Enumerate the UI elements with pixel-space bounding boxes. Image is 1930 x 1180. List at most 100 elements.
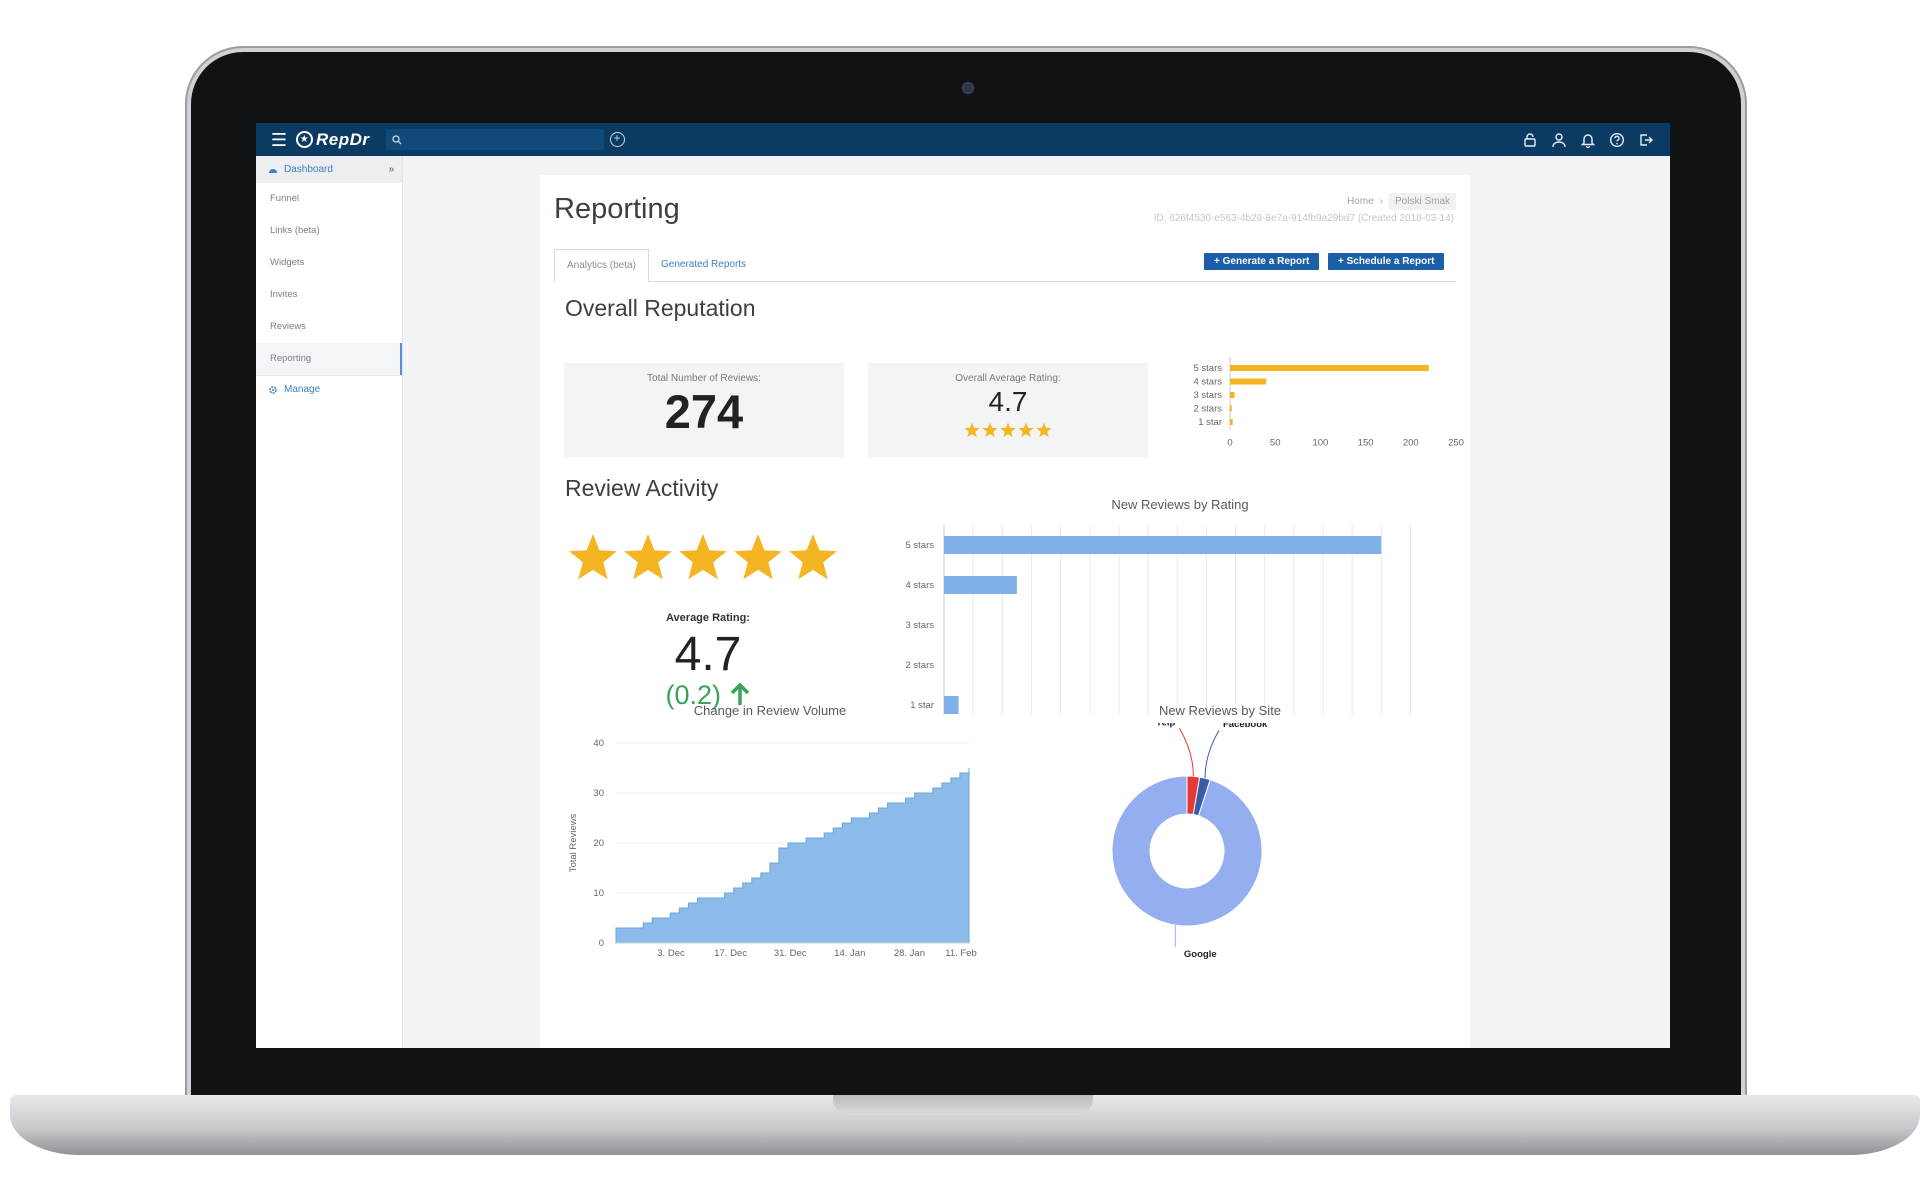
volume-y-tick: 20 <box>593 838 604 849</box>
tab-analytics[interactable]: Analytics (beta) <box>554 249 649 282</box>
sidebar-item-funnel[interactable]: Funnel <box>270 193 300 204</box>
rating-bar <box>944 696 959 714</box>
activity-average-label: Average Rating: <box>666 612 750 624</box>
distribution-category-label: 4 stars <box>1193 377 1222 388</box>
star-icon <box>964 422 980 438</box>
volume-y-tick: 30 <box>593 788 604 799</box>
reviews-by-site-chart: Google Yelp Facebook <box>1111 723 1268 960</box>
star-icon <box>982 422 998 438</box>
volume-y-tick: 40 <box>593 738 604 749</box>
screen: ☰ ★ RepDr + Dashboard » Funnel Links (be… <box>256 123 1670 1048</box>
top-navbar: ☰ ★ RepDr + <box>256 123 1670 156</box>
rating-category-label: 3 stars <box>905 620 934 631</box>
sidebar-item-reporting[interactable]: Reporting <box>256 343 402 375</box>
logo-star-icon: ★ <box>296 131 313 148</box>
distribution-x-tick: 150 <box>1358 438 1374 449</box>
rating-distribution-chart: 5 stars 4 stars 3 stars 2 stars 1 star 0 50 100… <box>1193 357 1464 449</box>
distribution-bar <box>1230 419 1233 425</box>
volume-x-tick: 3. Dec <box>657 948 685 959</box>
unlock-icon[interactable] <box>1522 132 1538 148</box>
sidebar-manage[interactable]: Manage <box>256 375 402 403</box>
arrow-up-icon <box>730 682 749 705</box>
tab-generated-reports[interactable]: Generated Reports <box>661 259 747 270</box>
chevron-double-down-icon[interactable]: » <box>388 164 394 175</box>
page-id: ID: 626f4530-e563-4b28-8e7a-914fb9a29bd7… <box>1153 213 1454 224</box>
camera-icon <box>962 82 974 94</box>
search-input[interactable] <box>407 133 588 146</box>
distribution-category-label: 1 star <box>1198 417 1222 428</box>
donut-slice <box>1192 776 1211 817</box>
laptop-notch <box>833 1095 1093 1115</box>
rating-category-label: 5 stars <box>905 540 934 551</box>
total-reviews-value: 274 <box>664 385 744 438</box>
sidebar-item-reviews[interactable]: Reviews <box>270 321 306 332</box>
rating-bar <box>944 576 1017 594</box>
average-rating-card: Overall Average Rating: 4.7 <box>868 363 1148 457</box>
sidebar-dashboard-label: Dashboard <box>284 164 333 175</box>
rating-category-label: 2 stars <box>905 660 934 671</box>
breadcrumb-current: Polski Smak <box>1388 193 1456 210</box>
new-reviews-by-rating-chart: 5 stars 4 stars 3 stars 2 stars 1 star <box>905 525 1411 715</box>
gear-icon <box>269 385 277 394</box>
page-title: Reporting <box>554 193 680 225</box>
sidebar: Dashboard » Funnel Links (beta) Widgets … <box>256 156 403 1048</box>
rating-category-label: 4 stars <box>905 580 934 591</box>
volume-y-tick: 0 <box>599 938 604 949</box>
star-icon <box>1018 422 1034 438</box>
activity-average-value: 4.7 <box>674 628 742 681</box>
distribution-bar <box>1230 405 1232 412</box>
add-circle-icon[interactable]: + <box>609 132 625 147</box>
user-icon[interactable] <box>1551 132 1567 148</box>
breadcrumb: Home › Polski Smak <box>1347 193 1456 210</box>
sidebar-item-widgets[interactable]: Widgets <box>270 257 305 268</box>
help-icon[interactable] <box>1609 132 1625 148</box>
review-volume-title: Change in Review Volume <box>693 703 847 718</box>
schedule-report-button[interactable]: + Schedule a Report <box>1328 253 1445 270</box>
donut-label: Yelp <box>1156 723 1176 728</box>
average-rating-label: Overall Average Rating: <box>955 373 1061 384</box>
chevron-right-icon: › <box>1379 196 1383 207</box>
volume-x-tick: 31. Dec <box>774 948 807 959</box>
sidebar-dashboard[interactable]: Dashboard » <box>256 156 402 183</box>
star-icon <box>1036 422 1052 438</box>
donut-slice <box>1111 775 1263 927</box>
distribution-x-tick: 50 <box>1270 438 1281 449</box>
sidebar-item-invites[interactable]: Invites <box>270 289 298 300</box>
generate-report-button[interactable]: + Generate a Report <box>1204 253 1320 270</box>
overall-reputation-title: Overall Reputation <box>565 295 756 321</box>
star-icon <box>569 534 617 580</box>
review-activity-title: Review Activity <box>565 475 719 501</box>
logout-icon[interactable] <box>1638 132 1654 148</box>
search-icon <box>391 134 401 144</box>
rating-change-value: (0.2) <box>665 680 721 710</box>
menu-icon[interactable]: ☰ <box>270 129 288 150</box>
volume-area <box>615 768 970 944</box>
star-icon <box>789 534 837 580</box>
distribution-x-tick: 0 <box>1227 438 1232 449</box>
volume-x-tick: 28. Jan <box>894 948 925 959</box>
distribution-bar <box>1230 392 1235 398</box>
volume-x-tick: 11. Feb <box>945 948 977 959</box>
volume-x-tick: 17. Dec <box>714 948 747 959</box>
distribution-x-tick: 200 <box>1403 438 1419 449</box>
sidebar-item-links[interactable]: Links (beta) <box>270 225 320 236</box>
distribution-category-label: 3 stars <box>1193 390 1222 401</box>
dashboard-icon <box>269 168 277 173</box>
reviews-by-site-title: New Reviews by Site <box>1158 703 1282 718</box>
breadcrumb-home[interactable]: Home <box>1346 196 1374 207</box>
bell-icon[interactable] <box>1580 132 1596 148</box>
app-logo[interactable]: ★ RepDr <box>296 130 370 150</box>
distribution-bar <box>1230 378 1267 385</box>
donut-leader-line <box>1204 729 1220 779</box>
donut-label: Facebook <box>1223 723 1268 730</box>
rating-change: (0.2) <box>568 680 848 711</box>
star-icon <box>734 534 782 580</box>
volume-x-tick: 14. Jan <box>834 948 865 959</box>
review-volume-chart: 0 10 20 30 40 Total Reviews 3. Dec 17. Dec 31. D… <box>568 738 977 959</box>
donut-leader-line <box>1178 728 1194 777</box>
donut-label: Google <box>1184 949 1217 960</box>
star-icon <box>1000 422 1016 438</box>
distribution-category-label: 5 stars <box>1193 363 1222 374</box>
search-box <box>385 129 604 150</box>
tab-bar: Analytics (beta) Generated Reports <box>554 249 1456 282</box>
